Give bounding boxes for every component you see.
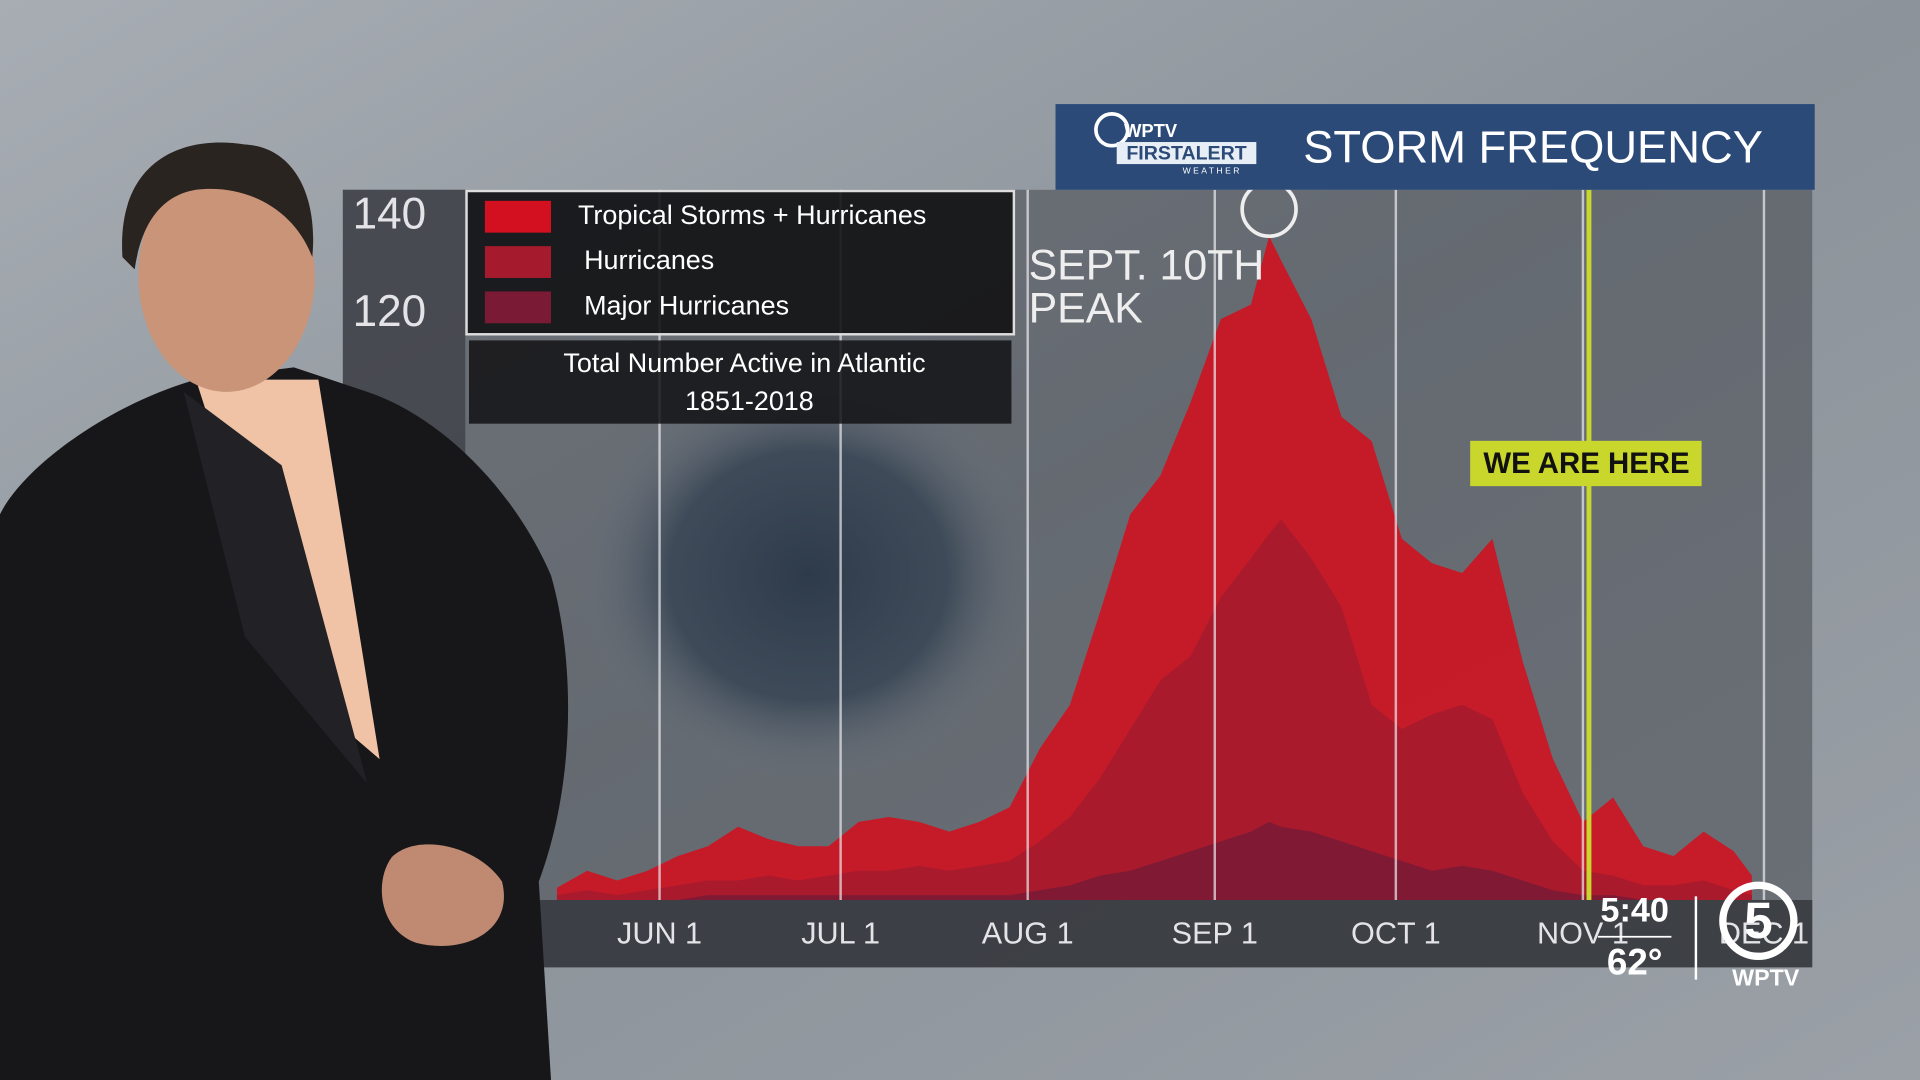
head bbox=[138, 159, 315, 392]
x-tick-label: OCT 1 bbox=[1351, 917, 1441, 951]
legend-swatch bbox=[484, 291, 552, 324]
hair bbox=[122, 142, 314, 270]
overlay: WPTV FIRSTALERT WEATHER STORM FREQUENCY … bbox=[465, 104, 1815, 424]
x-tick-label: AUG 1 bbox=[982, 917, 1074, 951]
legend-label: Hurricanes bbox=[584, 245, 714, 275]
area bbox=[556, 821, 1752, 900]
logo-brand: FIRSTALERT bbox=[1126, 142, 1246, 164]
x-axis-strip bbox=[465, 900, 1813, 968]
bug-temp: 62° bbox=[1607, 942, 1663, 983]
legend-box bbox=[465, 189, 1016, 336]
lapel bbox=[183, 391, 368, 784]
subtitle-line: 1851-2018 bbox=[685, 386, 814, 416]
logo-ring bbox=[1094, 112, 1130, 148]
bug-station: WPTV bbox=[1732, 965, 1800, 991]
x-tick-label: JUN 1 bbox=[617, 917, 702, 951]
hands bbox=[381, 844, 504, 946]
now-label: WE ARE HERE bbox=[1483, 447, 1689, 480]
bug-time: 5:40 bbox=[1600, 891, 1669, 929]
legend-swatch bbox=[484, 246, 552, 278]
legend-swatch bbox=[484, 200, 552, 233]
logo-plate bbox=[1116, 142, 1257, 165]
presenter bbox=[0, 142, 569, 1080]
subtitle-box bbox=[468, 340, 1012, 424]
logo-tag: WEATHER bbox=[1183, 166, 1242, 176]
now-label-box bbox=[1470, 440, 1702, 487]
x-tick-label: JUL 1 bbox=[801, 917, 880, 951]
storm-eye bbox=[575, 367, 1041, 784]
x-tick-label: SEP 1 bbox=[1172, 917, 1258, 951]
legend-label: Tropical Storms + Hurricanes bbox=[578, 200, 926, 230]
chart-title: STORM FREQUENCY bbox=[1303, 122, 1763, 173]
annotation: SEPT. 10TH bbox=[1029, 241, 1265, 289]
y-tick-label: 120 bbox=[353, 287, 427, 336]
bug-channel: 5 bbox=[1744, 891, 1773, 949]
bug-ring bbox=[1719, 881, 1798, 960]
legend-label: Major Hurricanes bbox=[584, 290, 789, 320]
plot: JUN 1 JUL 1 AUG 1 SEP 1 OCT 1 NOV 1 DEC 112014… bbox=[353, 180, 1809, 951]
station-bug: 5:40 62° 5 WPTV bbox=[1597, 881, 1800, 991]
area bbox=[556, 519, 1752, 900]
logo-station: WPTV bbox=[1124, 120, 1178, 141]
subtitle-line: Total Number Active in Atlantic bbox=[563, 348, 925, 378]
y-tick-label: 140 bbox=[353, 189, 427, 238]
x-tick-label: NOV 1 bbox=[1537, 917, 1629, 951]
annotation: PEAK bbox=[1029, 284, 1144, 332]
